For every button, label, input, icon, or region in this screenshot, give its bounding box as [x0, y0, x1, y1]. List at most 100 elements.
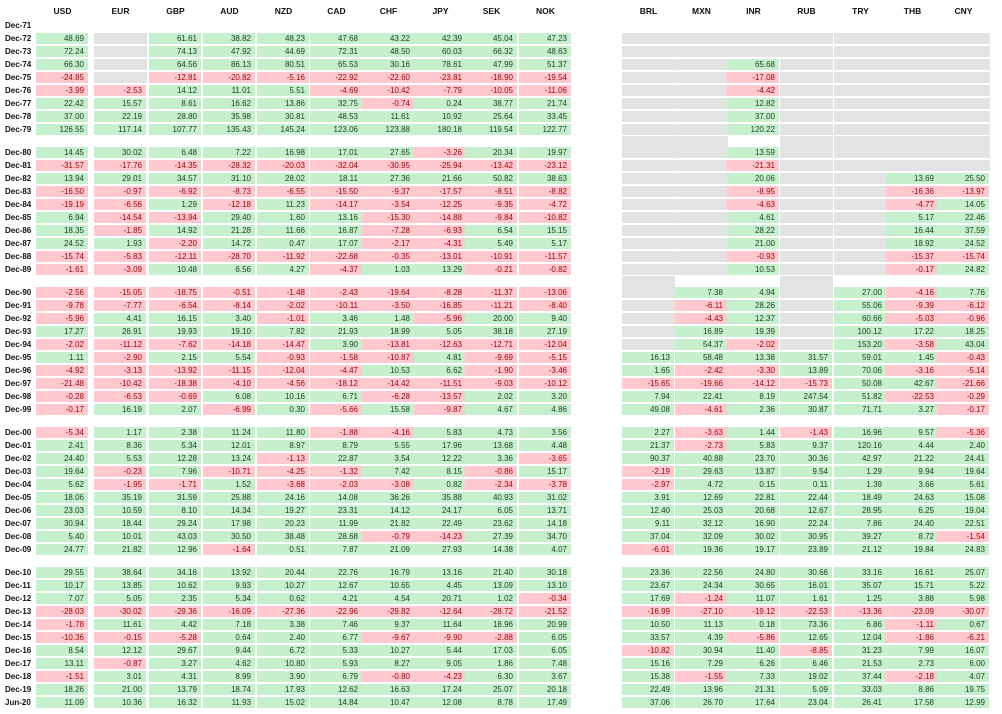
value-cell: 3.38	[257, 619, 310, 631]
value-cell: 7.18	[203, 619, 256, 631]
value-cell: 7.99	[886, 645, 939, 657]
value-cell: 7.86	[834, 518, 887, 530]
value-cell: 123.88	[362, 124, 415, 136]
value-cell: 10.65	[362, 580, 415, 592]
value-cell: -28.03	[36, 606, 89, 618]
value-cell: -12.04	[257, 365, 310, 377]
value-cell: -17.08	[727, 72, 780, 84]
value-cell: -9.39	[886, 300, 939, 312]
value-cell: -3.78	[519, 479, 572, 491]
value-cell: -1.51	[36, 671, 89, 683]
value-cell: -4.43	[675, 313, 728, 325]
value-cell: 19.04	[937, 505, 990, 517]
value-cell	[937, 98, 990, 110]
value-cell: -11.57	[519, 251, 572, 263]
value-cell: -0.17	[937, 404, 990, 416]
value-cell: -12.04	[519, 339, 572, 351]
value-cell: -10.36	[36, 632, 89, 644]
value-cell: -12.18	[203, 199, 256, 211]
value-cell: 21.22	[886, 453, 939, 465]
value-cell: 25.64	[465, 111, 518, 123]
value-cell: 1.52	[203, 479, 256, 491]
value-cell: 73.36	[780, 619, 833, 631]
missing-fill	[622, 276, 675, 287]
value-cell: 15.71	[886, 580, 939, 592]
value-cell: 22.56	[675, 567, 728, 579]
value-cell: 14.72	[203, 238, 256, 250]
value-cell: -2.02	[36, 339, 89, 351]
value-cell: 5.49	[465, 238, 518, 250]
value-cell: 32.75	[310, 98, 363, 110]
value-cell: 15.02	[257, 697, 310, 709]
value-cell: -4.63	[727, 199, 780, 211]
column-header-nzd: NZD	[274, 6, 293, 16]
value-cell	[937, 59, 990, 71]
value-cell: 12.28	[149, 453, 202, 465]
value-cell: 54.37	[675, 339, 728, 351]
row-label: Dec-05	[5, 493, 32, 502]
value-cell: -5.96	[414, 313, 467, 325]
value-cell	[675, 160, 728, 172]
value-cell	[622, 225, 675, 237]
value-cell: -16.99	[622, 606, 675, 618]
missing-fill	[622, 136, 675, 147]
value-cell	[727, 46, 780, 58]
value-cell: 16.89	[675, 326, 728, 338]
value-cell: 13.86	[257, 98, 310, 110]
value-cell: 7.96	[149, 466, 202, 478]
value-cell: 16.98	[257, 147, 310, 159]
value-cell: 23.04	[780, 697, 833, 709]
value-cell: 14.38	[465, 544, 518, 556]
value-cell: -8.82	[519, 186, 572, 198]
value-cell: 15.08	[937, 492, 990, 504]
value-cell: 38.77	[465, 98, 518, 110]
value-cell: 38.48	[257, 531, 310, 543]
value-cell: -0.86	[465, 466, 518, 478]
value-cell	[94, 59, 147, 71]
value-cell	[622, 59, 675, 71]
value-cell: -9.69	[465, 352, 518, 364]
value-cell: -11.51	[414, 378, 467, 390]
value-cell: -8.95	[727, 186, 780, 198]
value-cell: -9.78	[36, 300, 89, 312]
value-cell: -6.11	[675, 300, 728, 312]
value-cell: 2.40	[937, 440, 990, 452]
value-cell: 24.41	[937, 453, 990, 465]
value-cell: -14.54	[94, 212, 147, 224]
value-cell: -9.84	[465, 212, 518, 224]
value-cell: 14.12	[362, 505, 415, 517]
value-cell: 6.94	[36, 212, 89, 224]
value-cell: 12.65	[780, 632, 833, 644]
row-label: Dec-11	[5, 581, 31, 590]
value-cell	[780, 160, 833, 172]
value-cell	[622, 287, 675, 299]
row-label: Dec-72	[5, 34, 32, 43]
value-cell: 17.58	[886, 697, 939, 709]
value-cell: 7.76	[937, 287, 990, 299]
value-cell	[675, 238, 728, 250]
value-cell: 120.16	[834, 440, 887, 452]
value-cell: -3.99	[36, 85, 89, 97]
value-cell: -2.90	[94, 352, 147, 364]
value-cell: 2.02	[465, 391, 518, 403]
row-label: Dec-98	[5, 392, 32, 401]
value-cell: -14.23	[414, 531, 467, 543]
value-cell: 4.86	[519, 404, 572, 416]
value-cell	[834, 160, 887, 172]
value-cell: 29.55	[36, 567, 89, 579]
value-cell: 0.64	[203, 632, 256, 644]
value-cell: 48.69	[36, 33, 89, 45]
value-cell: -32.04	[310, 160, 363, 172]
value-cell: -1.86	[886, 632, 939, 644]
value-cell: -3.30	[727, 365, 780, 377]
value-cell: 6.71	[310, 391, 363, 403]
value-cell: 8.15	[414, 466, 467, 478]
value-cell: -9.67	[362, 632, 415, 644]
value-cell: -19.66	[675, 378, 728, 390]
value-cell: -8.28	[414, 287, 467, 299]
value-cell	[834, 85, 887, 97]
value-cell: -10.11	[310, 300, 363, 312]
value-cell: 9.57	[886, 427, 939, 439]
row-label: Dec-90	[5, 288, 32, 297]
value-cell: 9.93	[203, 580, 256, 592]
